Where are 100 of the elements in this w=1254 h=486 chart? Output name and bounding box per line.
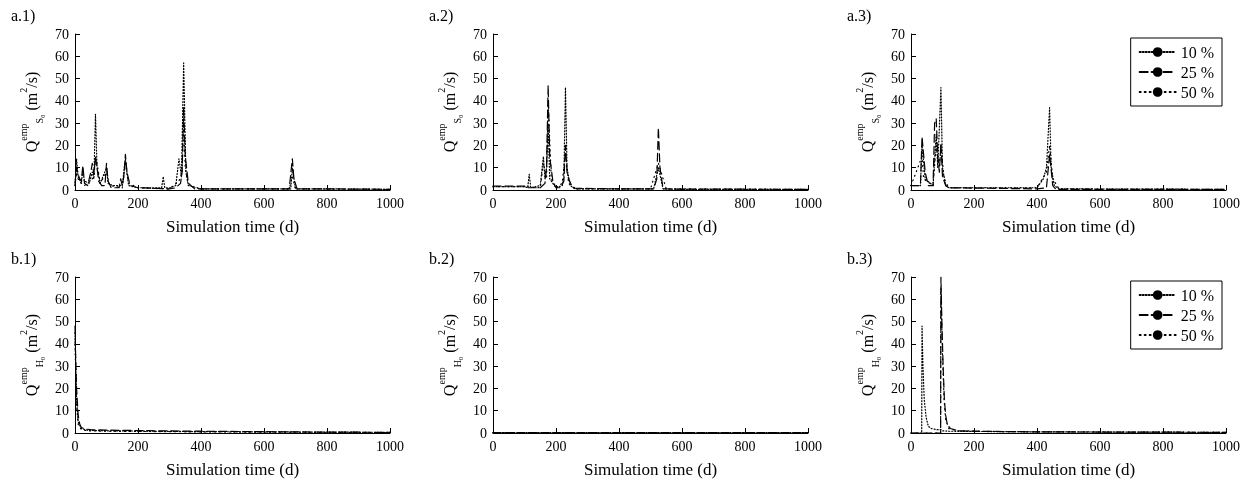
x-tick-label: 800 [734,438,756,454]
x-tick-label: 400 [1026,438,1048,454]
x-tick-label: 200 [963,438,985,454]
x-tick-label: 400 [608,438,630,454]
y-tick-label: 30 [473,115,487,131]
x-tick-label: 800 [734,195,756,211]
x-tick-label: 600 [1089,438,1111,454]
legend-label: 50 % [1180,326,1214,344]
chart-title: a.3) [847,6,872,25]
x-tick-label: 400 [190,438,212,454]
x-tick-label: 800 [1152,438,1174,454]
y-tick-label: 0 [898,425,905,441]
y-tick-label: 40 [473,93,487,109]
x-tick-label: 200 [545,438,567,454]
chart-title: a.1) [11,6,36,25]
y-tick-label: 0 [898,182,905,198]
y-tick-label: 60 [55,291,69,307]
x-tick-label: 800 [316,195,338,211]
x-tick-label: 1000 [1212,438,1240,454]
y-tick-label: 20 [891,380,905,396]
y-tick-label: 10 [891,403,905,419]
x-axis-title: Simulation time (d) [165,217,300,236]
y-tick-label: 40 [473,336,487,352]
y-tick-label: 50 [473,71,487,87]
x-tick-label: 200 [963,195,985,211]
y-tick-label: 40 [891,93,905,109]
y-tick-label: 70 [473,269,487,285]
x-tick-label: 600 [671,438,693,454]
legend-label: 10 % [1180,43,1214,61]
y-tick-label: 70 [55,269,69,285]
y-tick-label: 70 [891,26,905,42]
y-tick-label: 30 [55,115,69,131]
y-tick-label: 20 [55,380,69,396]
y-tick-label: 10 [55,403,69,419]
y-axis-title: QempH₀ (m2/s) [435,313,463,397]
x-tick-label: 400 [1026,195,1048,211]
y-tick-label: 50 [891,314,905,330]
y-axis-title: QempS₀ (m2/s) [17,71,45,153]
y-tick-label: 20 [473,380,487,396]
y-tick-label: 20 [891,137,905,153]
y-tick-label: 60 [55,48,69,64]
chart-title: a.2) [429,6,454,25]
x-tick-label: 200 [545,195,567,211]
y-axis-title: QempH₀ (m2/s) [853,313,881,397]
y-tick-label: 60 [473,291,487,307]
y-tick-label: 10 [473,160,487,176]
x-tick-label: 1000 [794,438,822,454]
y-tick-label: 30 [55,358,69,374]
y-tick-label: 20 [473,137,487,153]
y-tick-label: 30 [473,358,487,374]
y-tick-label: 70 [891,269,905,285]
x-tick-label: 1000 [794,195,822,211]
y-tick-label: 60 [891,291,905,307]
x-tick-label: 800 [316,438,338,454]
chart-title: b.2) [429,249,455,268]
x-tick-label: 200 [127,438,149,454]
y-tick-label: 30 [891,358,905,374]
x-tick-label: 400 [190,195,212,211]
y-tick-label: 40 [891,336,905,352]
x-tick-label: 600 [253,438,275,454]
legend-label: 25 % [1180,306,1214,324]
x-tick-label: 1000 [1212,195,1240,211]
legend-label: 10 % [1180,286,1214,304]
x-axis-title: Simulation time (d) [165,460,300,479]
x-axis-title: Simulation time (d) [1001,460,1136,479]
chart-title: b.3) [847,249,873,268]
y-tick-label: 0 [62,425,69,441]
x-axis-title: Simulation time (d) [583,217,718,236]
y-tick-label: 50 [891,71,905,87]
y-tick-label: 10 [473,403,487,419]
x-axis-title: Simulation time (d) [583,460,718,479]
y-axis-title: QempS₀ (m2/s) [853,71,881,153]
y-tick-label: 0 [480,425,487,441]
y-tick-label: 0 [480,182,487,198]
x-tick-label: 600 [1089,195,1111,211]
y-tick-label: 10 [55,160,69,176]
y-tick-label: 20 [55,137,69,153]
y-tick-label: 40 [55,336,69,352]
x-tick-label: 200 [127,195,149,211]
y-tick-label: 60 [473,48,487,64]
x-tick-label: 1000 [376,195,404,211]
x-axis-title: Simulation time (d) [1001,217,1136,236]
y-tick-label: 40 [55,93,69,109]
x-tick-label: 600 [253,195,275,211]
x-tick-label: 400 [608,195,630,211]
x-tick-label: 600 [671,195,693,211]
y-tick-label: 50 [473,314,487,330]
x-tick-label: 800 [1152,195,1174,211]
y-tick-label: 0 [62,182,69,198]
y-tick-label: 30 [891,115,905,131]
y-tick-label: 50 [55,71,69,87]
y-tick-label: 60 [891,48,905,64]
legend-label: 25 % [1180,63,1214,81]
y-tick-label: 70 [473,26,487,42]
legend-label: 50 % [1180,83,1214,101]
y-tick-label: 50 [55,314,69,330]
y-tick-label: 70 [55,26,69,42]
y-axis-title: QempH₀ (m2/s) [17,313,45,397]
chart-title: b.1) [11,249,37,268]
y-axis-title: QempS₀ (m2/s) [435,71,463,153]
